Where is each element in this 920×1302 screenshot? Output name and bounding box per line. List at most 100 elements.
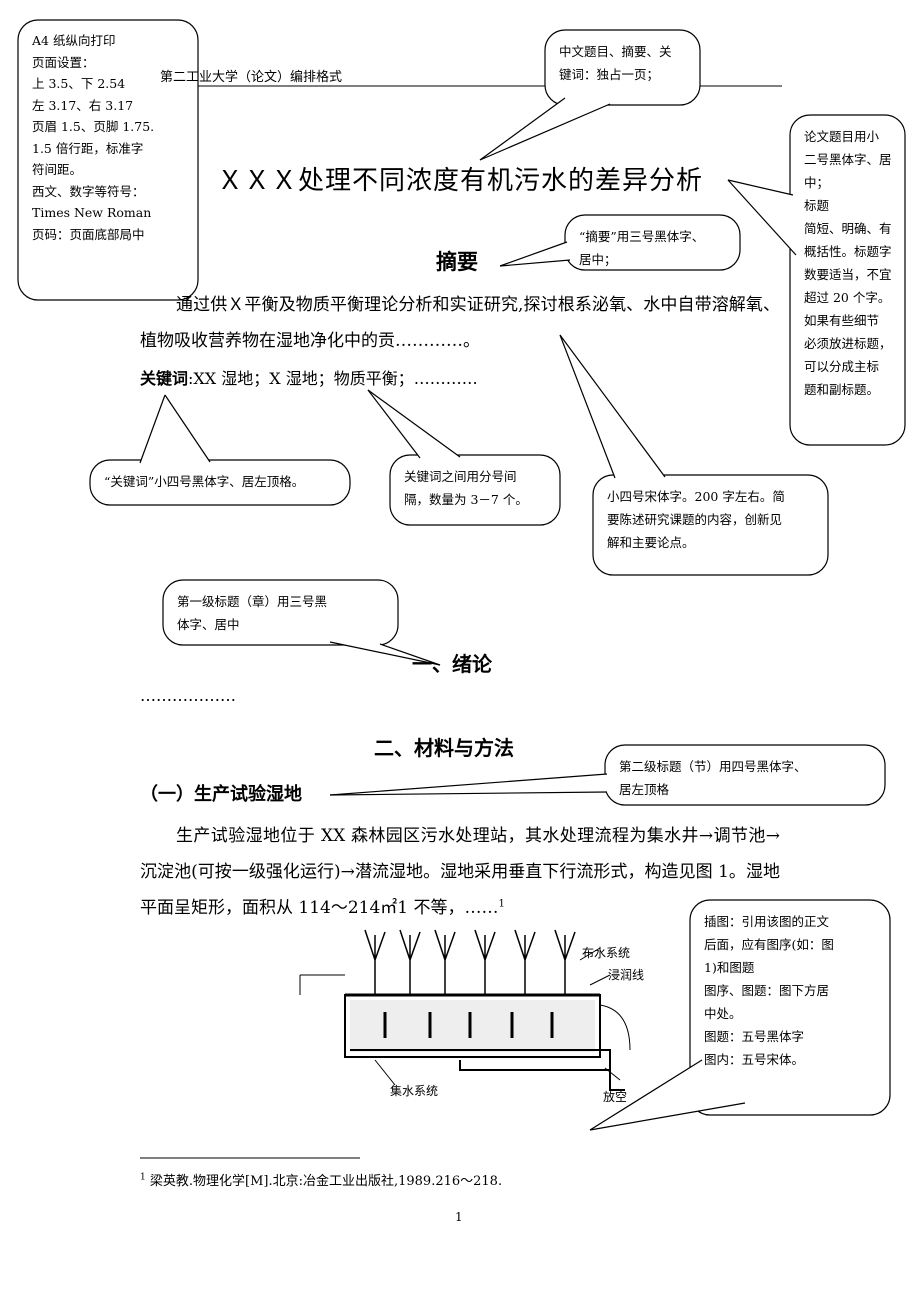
callout-line: 要陈述研究课题的内容，创新见 <box>607 512 783 527</box>
callout-line: 概括性。标题字 <box>804 244 892 259</box>
figure-label: 布水系统 <box>582 946 631 960</box>
callout-bubble <box>479 29 701 161</box>
callout-line: 西文、数字等符号： <box>32 183 145 199</box>
callout-line: 左 3.17、右 3.17 <box>32 97 134 113</box>
footnote-text: 梁英教.物理化学[M].北京:冶金工业出版社,1989.216～218. <box>149 1174 503 1189</box>
callout-line: 体字、居中 <box>177 617 240 632</box>
callout-line: 题和副标题。 <box>804 382 880 397</box>
tail-edge <box>499 241 568 267</box>
callout-line: 键词：独占一页； <box>559 67 660 82</box>
tail-edge <box>499 259 571 267</box>
footnote-mark: 1 <box>140 1172 146 1183</box>
callout-line: “关键词”小四号黑体字、居左顶格。 <box>104 474 305 489</box>
body-text: 生产试验湿地位于 XX 森林园区污水处理站，其水处理流程为集水井→调节池→沉淀池… <box>140 826 780 918</box>
tail-edge <box>589 1102 746 1131</box>
callout-line: 图内：五号宋体。 <box>704 1052 805 1067</box>
bubble-box <box>89 459 351 506</box>
callout-line: 中文题目、摘要、关 <box>559 44 672 59</box>
tail-edge <box>727 179 794 196</box>
callout-bubble <box>329 744 886 806</box>
subsection-heading: （一）生产试验湿地 <box>140 784 302 805</box>
callout-line: 隔，数量为 3－7 个。 <box>404 492 528 507</box>
callout-line: 符间距。 <box>32 162 83 177</box>
figure-label: 集水系统 <box>390 1084 439 1098</box>
bubble-box <box>17 19 199 301</box>
tail-edge <box>727 179 797 256</box>
callout-line: 论文题目用小 <box>804 129 880 144</box>
callout-line: 图序、图题：图下方居 <box>704 983 830 998</box>
tail-edge <box>559 334 666 478</box>
section-heading: 二、材料与方法 <box>374 736 514 760</box>
callout-line: 解和主要论点。 <box>607 535 695 550</box>
callout-text: 关键词之间用分号间 隔，数量为 3－7 个。 <box>404 465 528 511</box>
callout-line: 数要适当，不宜 <box>804 267 892 282</box>
callout-line: 中处。 <box>704 1006 742 1021</box>
abstract-body: 通过供Ｘ平衡及物质平衡理论分析和实证研究,探讨根系泌氧、水中自带溶解氧、植物吸收… <box>140 295 780 351</box>
callout-line: 标题 <box>804 198 830 213</box>
callout-bubble <box>17 19 199 301</box>
bubble-tail <box>140 395 210 463</box>
callout-text: 第二级标题（节）用四号黑体字、 居左顶格 <box>619 755 807 801</box>
callout-bubble <box>589 899 891 1131</box>
figure-label: 放空 <box>603 1090 628 1104</box>
tail-edge <box>164 394 211 463</box>
callout-line: 插图：引用该图的正文 <box>704 914 830 929</box>
callout-bubble <box>727 114 906 446</box>
paper-title: ＸＸＸ处理不同浓度有机污水的差异分析 <box>216 166 703 196</box>
callout-line: “摘要”用三号黑体字、 <box>579 229 705 244</box>
figure <box>299 929 631 1091</box>
tail-edge <box>367 389 421 459</box>
tail-edge <box>559 334 616 479</box>
footnote: 1 梁英教.物理化学[M].北京:冶金工业出版社,1989.216～218. <box>140 1170 502 1189</box>
callout-line: 居中； <box>579 252 617 267</box>
footnote-ref: 1 <box>498 898 505 910</box>
callout-bubble <box>162 579 441 666</box>
bubble-box <box>162 579 399 646</box>
bubble-tail <box>480 98 610 160</box>
callout-line: Times New Roman <box>32 205 152 220</box>
abstract-heading: 摘要 <box>436 250 478 274</box>
callout-text: “摘要”用三号黑体字、 居中； <box>579 225 704 271</box>
callout-line: 第二级标题（节）用四号黑体字、 <box>619 759 807 774</box>
callout-bubble <box>89 394 351 506</box>
callout-line: 简短、明确、有 <box>804 221 892 236</box>
bubble-box <box>544 29 701 106</box>
callout-line: 超过 20 个字。 <box>804 290 891 305</box>
header-text: 第二工业大学（论文）编排格式 <box>160 70 343 85</box>
callout-line: 1.5 倍行距，标准字 <box>32 140 144 156</box>
callout-line: 后面，应有图序(如：图 <box>704 937 834 952</box>
callout-text: 第一级标题（章）用三号黑 体字、居中 <box>177 590 327 636</box>
callout-text: “关键词”小四号黑体字、居左顶格。 <box>104 470 304 493</box>
callout-line: A4 纸纵向打印 <box>32 33 116 48</box>
callout-line: 二号黑体字、居 <box>804 152 892 167</box>
subsection-body: 生产试验湿地位于 XX 森林园区污水处理站，其水处理流程为集水井→调节池→沉淀池… <box>140 818 780 926</box>
callout-line: 第一级标题（章）用三号黑 <box>177 594 328 609</box>
callout-line: 如果有些细节 <box>804 313 880 328</box>
callout-line: 页面设置： <box>32 54 95 70</box>
callout-bubble <box>559 334 829 576</box>
bubble-box <box>789 114 906 446</box>
tail-edge <box>329 791 608 796</box>
callout-line: 可以分成主标 <box>804 359 880 374</box>
bubble-box <box>592 474 829 576</box>
callout-line: 关键词之间用分号间 <box>404 469 517 484</box>
page-number: 1 <box>455 1210 463 1224</box>
bubble-tail <box>590 1060 745 1130</box>
keywords-text: :XX 湿地；X 湿地；物质平衡；………… <box>188 369 478 388</box>
keywords: 关键词:XX 湿地；X 湿地；物质平衡；………… <box>140 365 478 389</box>
callout-line: 中； <box>804 175 830 190</box>
tail-edge <box>379 643 441 666</box>
keywords-label: 关键词 <box>140 369 189 388</box>
callout-text: 插图：引用该图的正文 后面，应有图序(如：图 1)和图题图序、图题：图下方居 中处。图… <box>704 910 834 1071</box>
callout-bubble <box>367 389 561 526</box>
bubble-box <box>389 454 561 526</box>
bubble-box <box>689 899 891 1116</box>
callout-text: 中文题目、摘要、关 键词：独占一页； <box>559 40 672 86</box>
tail-edge <box>329 773 608 796</box>
callout-line: 1)和图题 <box>704 960 755 975</box>
figure-label: 浸润线 <box>608 968 645 982</box>
callout-text: 论文题目用小 二号黑体字、居 中； 标题简短、明确、有 概括性。标题字 数要适当，不宜 超过… <box>804 125 892 401</box>
tail-edge <box>589 1059 703 1131</box>
callout-line: 小四号宋体字。200 字左右。简 <box>607 489 785 504</box>
